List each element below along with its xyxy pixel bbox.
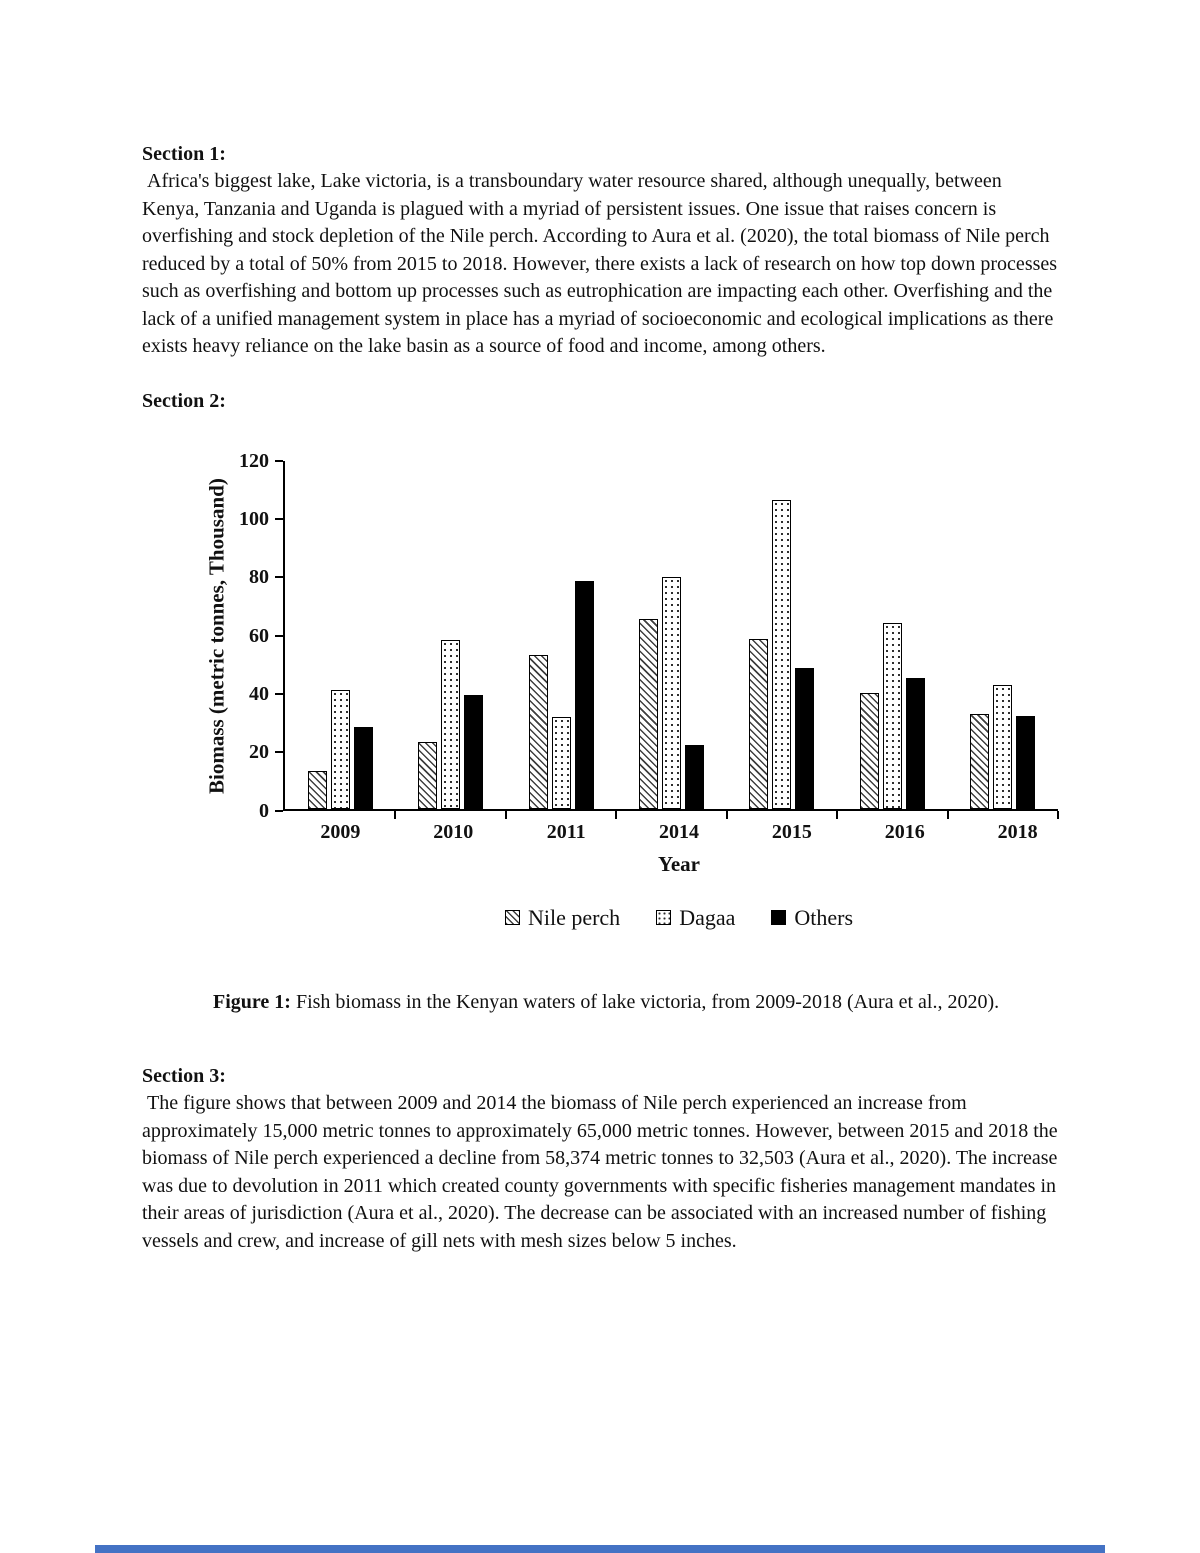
bottom-accent-bar	[95, 1545, 1105, 1553]
legend-label: Dagaa	[679, 904, 736, 930]
legend-item-others: Others	[771, 905, 853, 931]
x-axis-tick-label-2010: 2010	[433, 820, 474, 843]
x-axis-tick-mark	[504, 810, 507, 819]
bar-dagaa-2010	[441, 640, 461, 809]
bar-others-2016	[905, 678, 925, 809]
figure-chart: Biomass (metric tonnes, Thousand) 0 20 40 6…	[200, 451, 1059, 931]
section1-heading: Section 1:	[142, 143, 226, 165]
x-axis-tick-mark	[725, 810, 728, 819]
bar-nile-perch-2014	[639, 618, 659, 809]
section1-paragraph: Africa's biggest lake, Lake victoria, is…	[142, 170, 1063, 357]
y-axis-tick-label: 80	[249, 566, 270, 589]
x-axis-tick-label-2011: 2011	[546, 820, 586, 843]
bar-nile-perch-2015	[749, 639, 769, 809]
bar-group-2015	[749, 461, 815, 809]
figure-caption-text: Fish biomass in the Kenyan waters of lak…	[295, 990, 1000, 1013]
chart-legend: Nile perch Dagaa Others	[284, 905, 1074, 931]
x-axis-tick-mark	[836, 810, 839, 819]
bar-dagaa-2014	[662, 576, 682, 809]
legend-item-dagaa: Dagaa	[656, 905, 735, 931]
document-page: Section 1: Africa's biggest lake, Lake v…	[142, 143, 1063, 1252]
legend-swatch-solid-icon	[771, 910, 787, 925]
y-axis-tick-label: 0	[259, 799, 270, 822]
bar-group-2018	[970, 461, 1036, 809]
x-axis-tick-mark	[946, 810, 949, 819]
y-axis-ticks: 0 20 40 60 80 100 120	[234, 451, 284, 821]
bar-dagaa-2011	[551, 717, 571, 809]
bar-group-2016	[859, 461, 925, 809]
bar-group-2010	[418, 461, 484, 809]
bar-others-2010	[464, 695, 484, 809]
bar-group-2014	[639, 461, 705, 809]
y-axis-tick-label: 20	[249, 741, 270, 764]
y-axis-tick-mark	[275, 517, 284, 520]
y-axis-tick-label: 60	[249, 624, 270, 647]
legend-item-nile-perch: Nile perch	[504, 904, 621, 931]
bar-dagaa-2009	[330, 689, 350, 809]
x-axis-tick-label-2014: 2014	[659, 820, 699, 843]
bar-others-2014	[685, 744, 705, 809]
bar-dagaa-2016	[882, 622, 902, 809]
section3-paragraph: The figure shows that between 2009 and 2…	[142, 1092, 1063, 1252]
y-axis-title: Biomass (metric tonnes, Thousand)	[204, 477, 229, 794]
bar-group-2011	[528, 461, 594, 809]
y-axis-tick-mark	[275, 809, 284, 812]
x-axis-title: Year	[658, 851, 700, 876]
plot-area	[283, 460, 1059, 819]
y-axis-tick-label: 40	[249, 682, 270, 705]
bar-nile-perch-2011	[528, 654, 548, 809]
x-axis-tick-mark	[615, 810, 618, 819]
y-axis-tick-mark	[275, 634, 284, 637]
bar-nile-perch-2018	[970, 714, 990, 809]
figure-caption-label: Figure 1:	[213, 990, 291, 1013]
x-axis-tick-labels: 2009 2010 2011 2014 2015 2016 2018	[284, 821, 1074, 844]
bar-group-2009	[307, 461, 373, 809]
y-axis-tick-mark	[275, 751, 284, 754]
section2-heading: Section 2:	[142, 389, 226, 412]
bar-nile-perch-2016	[859, 692, 879, 809]
y-axis-tick-mark	[275, 459, 284, 462]
y-axis-tick-mark	[275, 576, 284, 579]
x-axis-tick-label-2016: 2016	[884, 820, 925, 843]
x-axis-tick-mark	[394, 810, 397, 819]
x-axis-tick-label-2018: 2018	[997, 820, 1038, 843]
y-axis-tick-label: 100	[239, 507, 270, 530]
bar-others-2009	[353, 727, 373, 809]
figure-caption: Figure 1: Fish biomass in the Kenyan wat…	[213, 989, 1051, 1017]
x-axis-tick-mark	[1057, 810, 1059, 819]
section3-heading: Section 3:	[142, 1065, 226, 1087]
legend-swatch-hatch-icon	[504, 910, 520, 925]
bar-others-2011	[574, 580, 594, 809]
bar-others-2015	[795, 667, 815, 809]
legend-label: Others	[794, 904, 854, 930]
bar-nile-perch-2009	[307, 770, 327, 809]
legend-label: Nile perch	[527, 904, 621, 930]
bar-nile-perch-2010	[418, 741, 438, 809]
y-axis-tick-mark	[275, 692, 284, 695]
bar-others-2018	[1016, 715, 1036, 809]
bar-dagaa-2018	[993, 685, 1013, 809]
y-axis-tick-label: 120	[239, 449, 270, 472]
x-axis-tick-label-2009: 2009	[320, 820, 361, 843]
legend-swatch-dots-icon	[656, 910, 672, 925]
x-axis-tick-label-2015: 2015	[771, 820, 812, 843]
bar-dagaa-2015	[772, 499, 792, 809]
